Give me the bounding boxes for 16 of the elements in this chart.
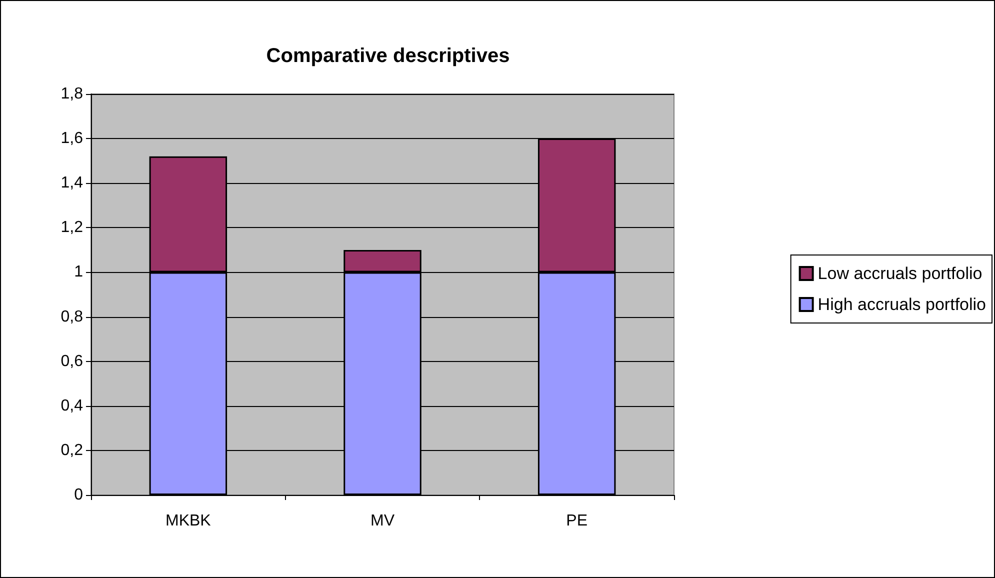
y-tick-label: 0,6: [60, 352, 84, 370]
y-tick-label: 1: [74, 264, 84, 281]
y-tick-label: 0,8: [60, 308, 84, 326]
x-tick-label: PE: [566, 512, 588, 530]
y-tick-label: 0,4: [60, 397, 84, 414]
y-tick-label: 1,6: [60, 130, 84, 148]
y-tick-label: 1,8: [60, 86, 84, 102]
y-tick-label: 0: [74, 486, 84, 504]
y-tick-label: 1,2: [60, 219, 84, 236]
legend-label: Low accruals portfolio: [818, 264, 982, 283]
x-tick-label: MV: [370, 512, 395, 530]
y-tick-label: 0,2: [60, 442, 84, 459]
x-tick-label: MKBK: [165, 512, 212, 530]
chart-title: Comparative descriptives: [266, 45, 510, 67]
legend-label: High accruals portfolio: [818, 295, 986, 314]
y-tick-label: 1,4: [60, 174, 84, 192]
